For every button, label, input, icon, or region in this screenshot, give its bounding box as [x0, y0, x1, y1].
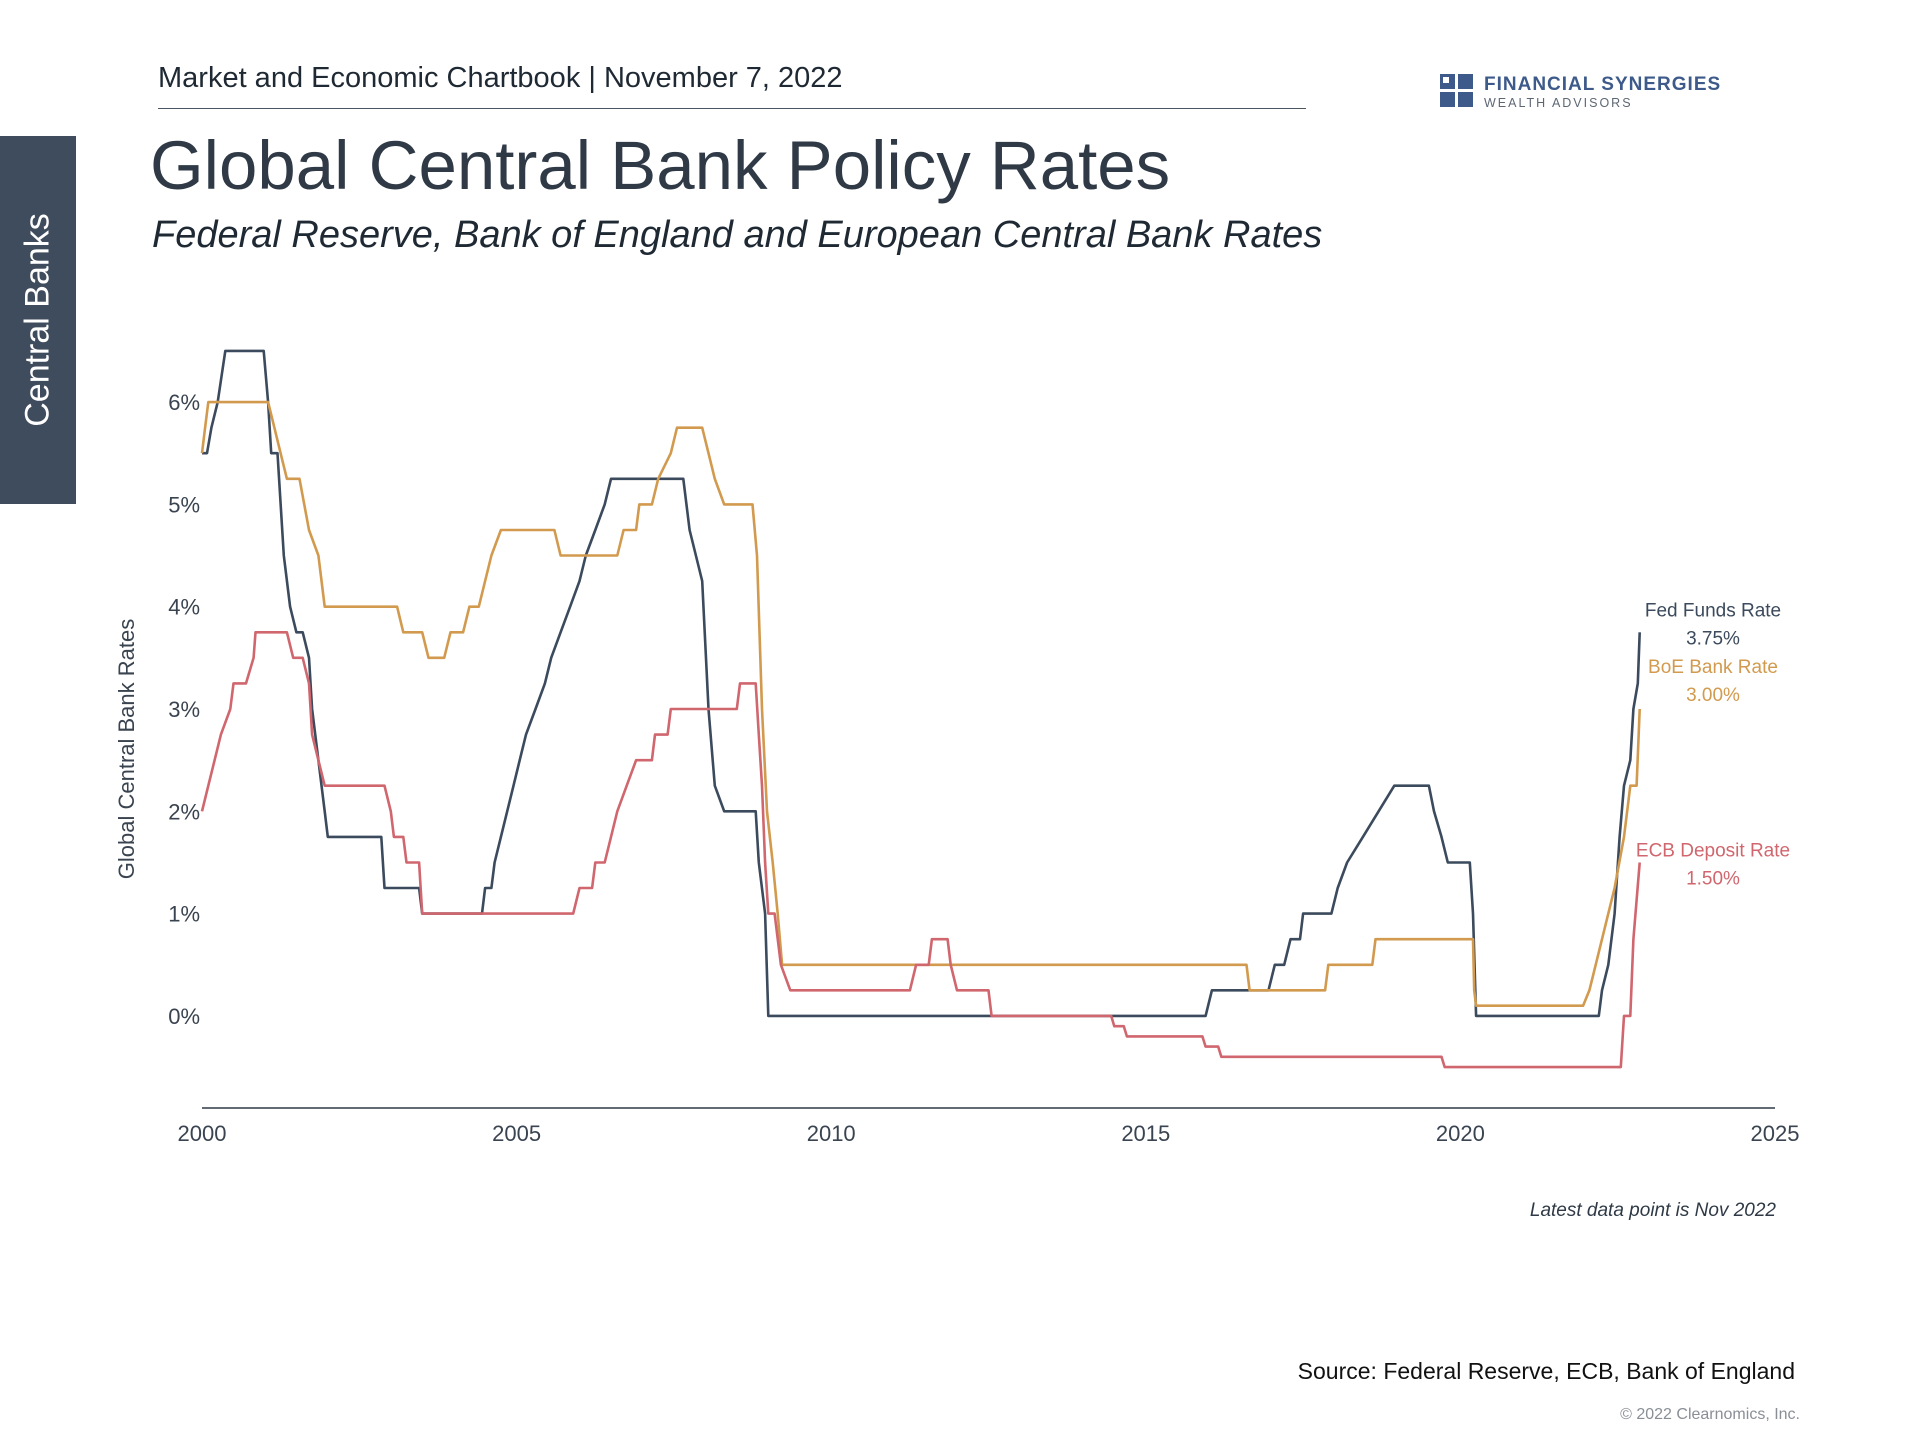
source-note: Source: Federal Reserve, ECB, Bank of En… — [1297, 1358, 1795, 1384]
x-tick-label: 2000 — [178, 1121, 227, 1146]
series-name-label: Fed Funds Rate — [1645, 600, 1781, 621]
brand-tagline: WEALTH ADVISORS — [1484, 96, 1633, 110]
series-line-ecb-deposit-rate — [200, 631, 1641, 1069]
chartbook-header: Market and Economic Chartbook | November… — [158, 62, 843, 94]
x-tick-label: 2025 — [1751, 1121, 1800, 1146]
x-tick-label: 2015 — [1121, 1121, 1170, 1146]
y-tick-label: 1% — [168, 902, 200, 927]
y-tick-label: 0% — [168, 1004, 200, 1029]
series-layer — [200, 349, 1641, 1069]
header-divider — [158, 108, 1306, 109]
series-line-boe-bank-rate — [200, 400, 1641, 1007]
series-name-label: ECB Deposit Rate — [1636, 840, 1790, 861]
y-tick-label: 3% — [168, 697, 200, 722]
brand-logo: FINANCIAL SYNERGIES WEALTH ADVISORS — [1440, 74, 1760, 114]
latest-data-note: Latest data point is Nov 2022 — [1529, 1200, 1776, 1221]
section-tab[interactable]: Central Banks — [0, 136, 76, 504]
page-title: Global Central Bank Policy Rates — [150, 127, 1171, 204]
x-tick-label: 2005 — [492, 1121, 541, 1146]
y-tick-label: 5% — [168, 492, 200, 517]
y-axis-label: Global Central Bank Rates — [114, 619, 139, 879]
y-tick-label: 4% — [168, 595, 200, 620]
y-tick-label: 2% — [168, 799, 200, 824]
end-labels-layer: Fed Funds Rate 3.75% BoE Bank Rate 3.00% ECB… — [1636, 600, 1790, 889]
page-subtitle: Federal Reserve, Bank of England and Eur… — [152, 214, 1323, 256]
axes-layer: 2000 2005 2010 2015 2020 2025 0% 1% 2% 3% 4% 5% 6% Gl… — [114, 390, 1799, 1146]
series-value-label: 3.00% — [1686, 685, 1740, 706]
series-name-label: BoE Bank Rate — [1648, 657, 1778, 678]
logo-mark-icon — [1440, 74, 1473, 107]
series-value-label: 1.50% — [1686, 868, 1740, 889]
series-value-label: 3.75% — [1686, 628, 1740, 649]
series-line-fed-funds-rate — [202, 349, 1641, 1018]
copyright-note: © 2022 Clearnomics, Inc. — [1620, 1406, 1800, 1423]
y-tick-label: 6% — [168, 390, 200, 415]
x-tick-label: 2010 — [807, 1121, 856, 1146]
x-tick-label: 2020 — [1436, 1121, 1485, 1146]
brand-name: FINANCIAL SYNERGIES — [1484, 74, 1722, 95]
